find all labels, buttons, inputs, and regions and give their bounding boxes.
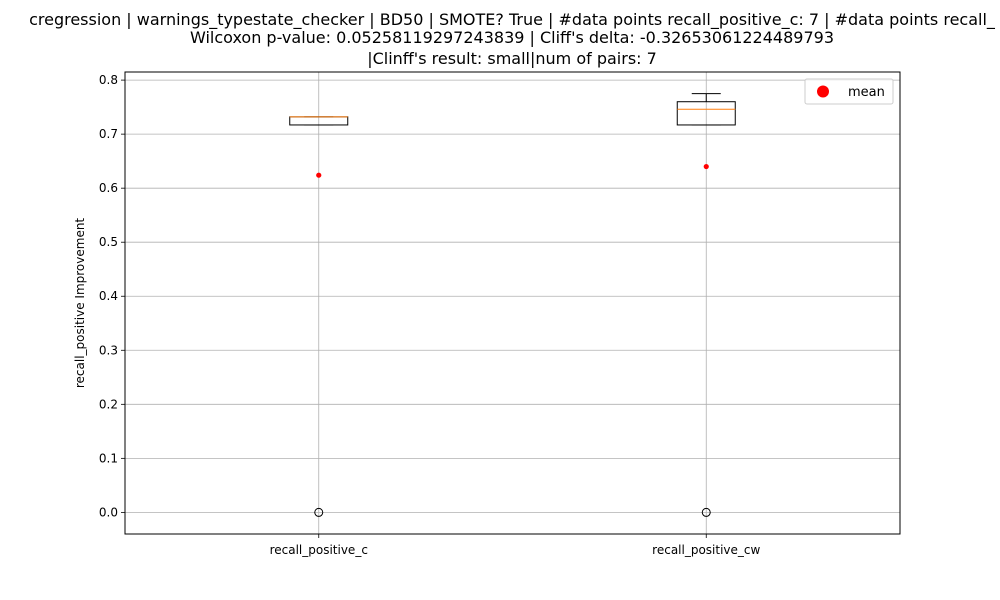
grid-layer [125,72,900,534]
y-tick-label: 0.5 [99,235,118,249]
outlier-point [701,507,711,517]
legend-frame [804,78,894,105]
y-axis-label: recall_positive Improvement [73,218,87,389]
chart-title-line-2: Wilcoxon p-value: 0.05258119297243839 | … [190,28,834,47]
box-recall_positive_cw [676,93,736,517]
y-tick-label: 0.2 [99,397,118,411]
chart-title-line-3: |Clinff's result: small|num of pairs: 7 [367,49,657,68]
x-ticks: recall_positive_c recall_positive_cw [270,534,761,557]
y-tick-label: 0.4 [99,289,118,303]
y-tick-label: 0.1 [99,451,118,465]
x-tick-label: recall_positive_c [270,543,368,557]
plot-area-frame [124,71,901,535]
y-tick-label: 0.7 [99,127,118,141]
mean-point [316,172,322,178]
legend-mean-label: mean [848,85,885,100]
legend-mean-marker [817,85,829,98]
legend: mean [804,78,894,105]
box-layer [289,93,736,517]
y-tick-label: 0.0 [99,505,118,519]
y-tick-label: 0.6 [99,181,118,195]
y-tick-label: 0.3 [99,343,118,357]
mean-point [703,163,709,170]
box-recall_positive_c [289,116,349,517]
y-ticks: 0.0 0.1 0.2 0.3 0.4 0.5 0.6 0.7 0.8 [99,73,125,519]
outlier-point [314,507,324,517]
chart-title-line-1: cregression | warnings_typestate_checker… [29,10,996,30]
x-tick-label: recall_positive_cw [652,543,760,557]
y-tick-label: 0.8 [99,73,118,87]
